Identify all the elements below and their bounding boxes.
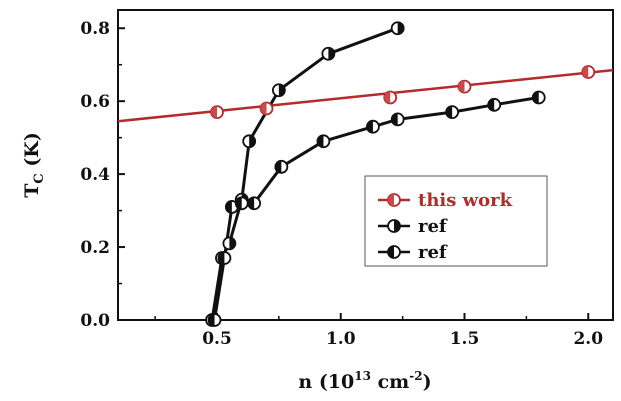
data-point-series-3 <box>247 196 262 211</box>
series-2 <box>210 26 399 320</box>
data-point-series-3 <box>217 251 232 265</box>
series-layer <box>118 26 613 320</box>
series-line-ref-2 <box>213 96 540 320</box>
x-axis-label: n (1013 cm-2) <box>298 369 431 393</box>
data-point-series-1 <box>383 90 398 105</box>
legend-label: ref <box>418 242 448 263</box>
x-tick-label: 0.5 <box>202 329 232 349</box>
data-point-series-2 <box>242 134 257 149</box>
marker-layer <box>205 21 596 327</box>
series-line-ref-1 <box>210 26 399 320</box>
plot-frame <box>117 9 614 321</box>
legend: this work ref ref <box>364 175 548 267</box>
legend-item: ref <box>378 216 448 237</box>
legend-marker <box>387 245 401 259</box>
y-tick-label: 0.6 <box>80 92 110 112</box>
data-point-series-2 <box>222 236 237 251</box>
data-point-series-3 <box>366 119 380 134</box>
legend-marker <box>387 219 401 233</box>
legend-label: this work <box>418 190 513 211</box>
data-point-series-1 <box>581 65 596 79</box>
axes: 0.0 0.2 0.4 0.6 0.8 0.5 1.0 1.5 2.0 <box>80 9 614 349</box>
y-tick-label: 0.8 <box>80 19 110 39</box>
series-line-this-work <box>118 68 613 123</box>
data-point-series-3 <box>274 159 289 174</box>
x-tick-label: 1.0 <box>326 329 356 349</box>
data-point-series-2 <box>271 83 286 98</box>
legend-label: ref <box>418 216 448 237</box>
y-axis-label: TC (K) <box>21 132 47 198</box>
data-point-series-3 <box>487 97 502 112</box>
data-point-series-1 <box>210 105 224 120</box>
y-tick-label: 0.0 <box>80 311 110 331</box>
data-point-series-3 <box>445 105 460 120</box>
data-point-series-2 <box>321 46 336 61</box>
data-point-series-3 <box>531 90 546 105</box>
series-3 <box>213 96 540 320</box>
y-tick-label: 0.4 <box>80 165 110 185</box>
data-point-series-1 <box>457 79 472 94</box>
legend-item: ref <box>378 242 448 263</box>
y-tick-label: 0.2 <box>80 238 110 258</box>
data-point-series-3 <box>390 112 405 127</box>
data-point-series-3 <box>316 134 331 149</box>
data-point-series-1 <box>259 101 274 116</box>
data-point-series-3 <box>207 313 222 327</box>
data-point-series-2 <box>390 21 405 36</box>
x-tick-label: 1.5 <box>450 329 480 349</box>
series-1 <box>118 68 613 123</box>
x-tick-label: 2.0 <box>573 329 603 349</box>
legend-item: this work <box>378 190 513 211</box>
legend-marker <box>387 193 401 207</box>
data-point-series-3 <box>234 196 249 211</box>
